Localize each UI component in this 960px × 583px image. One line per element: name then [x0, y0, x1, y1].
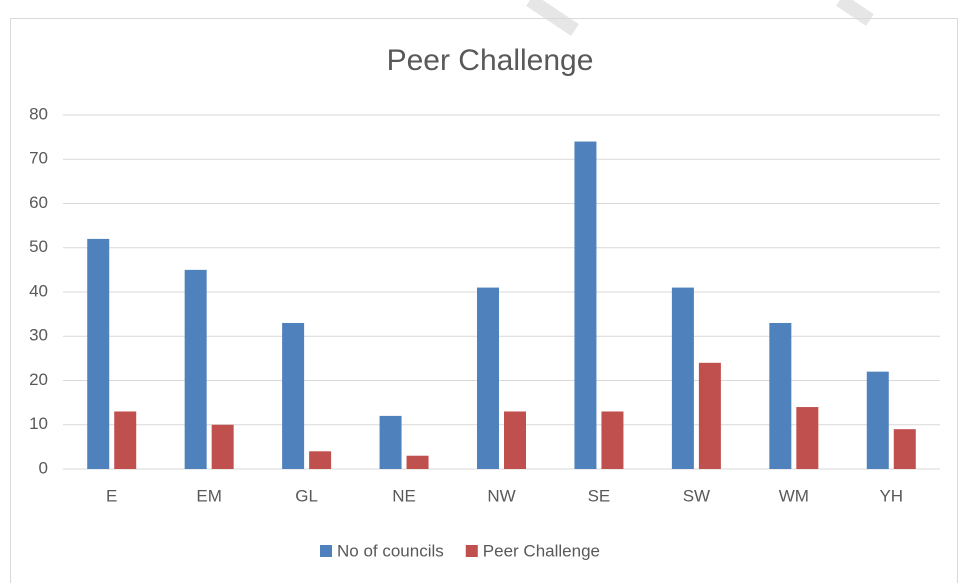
bar — [211, 424, 234, 469]
x-tick-label: NW — [487, 486, 515, 505]
x-tick-label: SE — [588, 486, 611, 505]
y-tick-label: 30 — [29, 326, 48, 345]
x-tick-label: E — [106, 486, 117, 505]
watermark — [526, 0, 579, 36]
bar — [796, 407, 819, 469]
bar — [866, 371, 889, 469]
bar — [574, 141, 597, 470]
bar — [477, 287, 499, 469]
bar — [379, 415, 402, 469]
y-tick-label: 60 — [29, 193, 48, 212]
legend-label: No of councils — [337, 541, 444, 560]
bar — [769, 322, 792, 469]
legend-label: Peer Challenge — [483, 541, 600, 560]
y-tick-label: 10 — [29, 414, 48, 433]
bar — [87, 238, 110, 469]
legend-swatch — [320, 545, 332, 557]
bar — [601, 411, 624, 469]
watermark — [836, 0, 874, 26]
y-tick-label: 20 — [29, 370, 48, 389]
y-tick-label: 80 — [29, 104, 48, 123]
y-tick-label: 0 — [39, 458, 48, 477]
bar — [893, 429, 916, 469]
bar — [282, 322, 305, 469]
x-tick-label: SW — [683, 486, 710, 505]
x-tick-label: EM — [196, 486, 222, 505]
chart-title: Peer Challenge — [387, 44, 594, 77]
legend-swatch — [465, 545, 478, 557]
y-tick-label: 70 — [29, 149, 48, 168]
bar — [671, 287, 694, 469]
x-tick-label: YH — [879, 486, 903, 505]
x-tick-label: GL — [295, 486, 318, 505]
bar — [406, 455, 429, 469]
x-tick-label: NE — [392, 486, 416, 505]
x-tick-label: WM — [779, 486, 809, 505]
bar — [114, 411, 137, 469]
chart-border — [10, 18, 958, 583]
bar — [309, 451, 332, 469]
bar — [698, 362, 721, 469]
bar — [504, 411, 526, 469]
y-tick-label: 50 — [29, 237, 48, 256]
y-tick-label: 40 — [29, 281, 48, 300]
bar — [184, 269, 207, 469]
